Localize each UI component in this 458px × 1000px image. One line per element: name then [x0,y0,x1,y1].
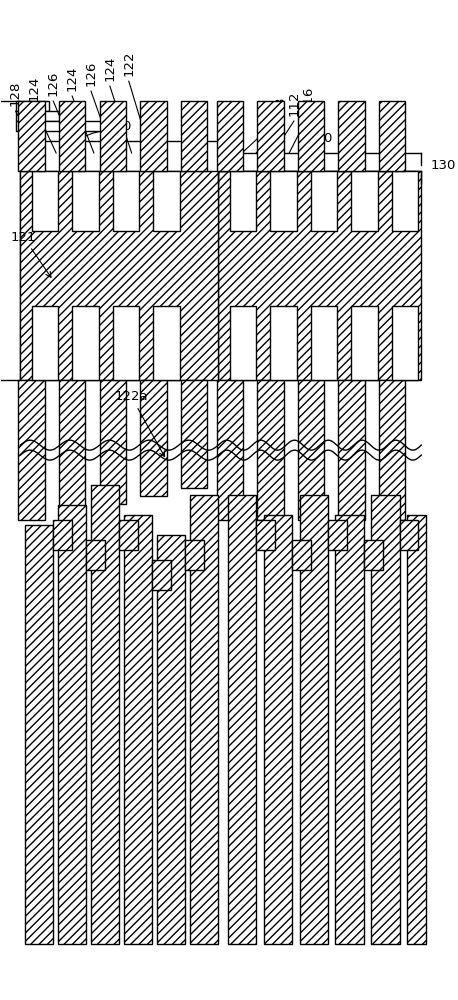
Text: 110: 110 [307,132,333,145]
Text: 118: 118 [273,96,286,121]
Bar [140,101,167,171]
Bar [257,101,284,171]
Text: 124: 124 [104,56,116,81]
Bar [86,540,105,570]
Text: 120: 120 [107,120,132,133]
Bar [392,306,419,380]
Bar [230,306,256,380]
Bar [292,540,311,570]
Bar [338,101,365,171]
Bar [53,520,72,550]
Text: 112: 112 [288,91,300,116]
Bar [364,540,382,570]
Bar [91,485,120,944]
Bar [157,535,185,944]
Bar [59,101,85,171]
Bar [257,380,284,520]
Bar [371,495,399,944]
Bar [218,171,421,380]
Bar [18,380,45,520]
Bar [217,101,243,171]
Text: 124: 124 [28,76,41,101]
Text: 114: 114 [259,101,272,126]
Bar [264,515,292,944]
Bar [59,380,85,512]
Bar [190,495,218,944]
Bar [25,525,53,944]
Bar [113,306,139,380]
Bar [217,380,243,520]
Bar [180,101,207,171]
Text: O: O [58,128,110,164]
Bar [311,171,337,231]
Bar [407,515,426,944]
Bar [298,101,324,171]
Bar [399,520,419,550]
Bar [32,306,58,380]
Bar [32,171,58,231]
Bar [335,515,364,944]
Bar [228,495,256,944]
Bar [58,505,86,944]
Bar [99,380,126,504]
Bar [72,171,98,231]
Bar [153,171,180,231]
Bar [153,306,180,380]
Text: 128: 128 [9,81,22,106]
Bar [328,520,347,550]
Bar [20,171,218,380]
Bar [298,380,324,520]
Text: 126: 126 [47,71,60,96]
Bar [16,101,49,111]
Bar [120,520,138,550]
Bar [0,101,20,380]
Bar [392,171,419,231]
Text: 122: 122 [122,51,135,76]
Text: 124: 124 [65,66,79,91]
Bar [230,171,256,231]
Text: 130: 130 [431,159,456,172]
Bar [16,111,82,121]
Bar [338,380,365,520]
Bar [351,306,378,380]
Bar [270,306,297,380]
Bar [379,101,405,171]
Text: 116: 116 [301,86,315,111]
Text: 126: 126 [85,61,98,86]
Bar [379,380,405,520]
Bar [113,171,139,231]
Bar [99,101,126,171]
Bar [180,380,207,488]
Bar [16,121,114,131]
Text: 121: 121 [11,231,51,277]
Bar [351,171,378,231]
Text: 122a: 122a [114,390,164,457]
Bar [300,495,328,944]
Bar [185,540,204,570]
Bar [256,520,275,550]
Bar [18,101,45,171]
Bar [311,306,337,380]
Bar [153,560,171,590]
Bar [140,380,167,496]
Bar [72,306,98,380]
Bar [270,171,297,231]
Bar [124,515,153,944]
